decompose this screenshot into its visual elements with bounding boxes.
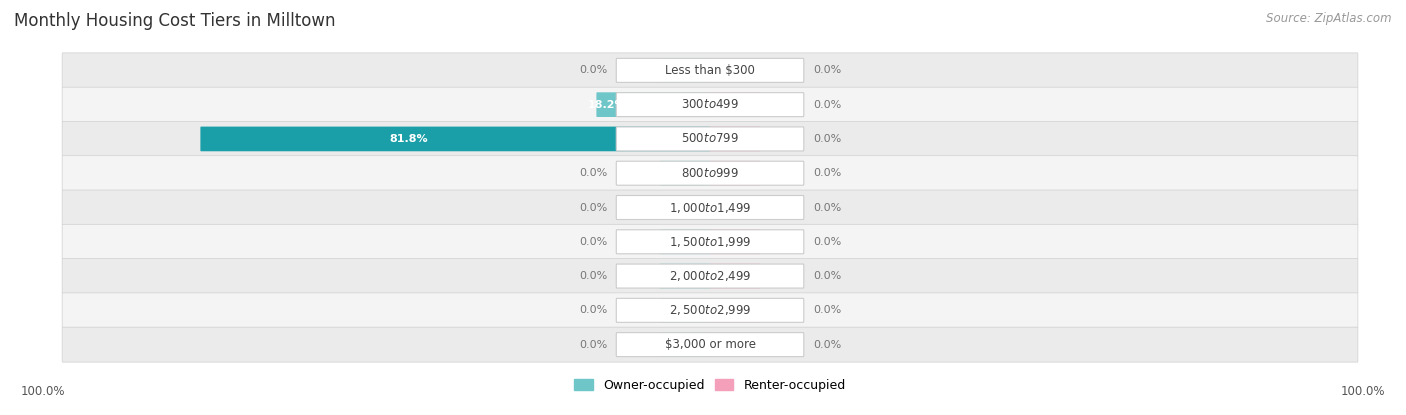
Text: 0.0%: 0.0% bbox=[813, 203, 841, 212]
Text: 0.0%: 0.0% bbox=[813, 134, 841, 144]
FancyBboxPatch shape bbox=[616, 59, 804, 82]
Text: $300 to $499: $300 to $499 bbox=[681, 98, 740, 111]
FancyBboxPatch shape bbox=[710, 229, 761, 254]
Text: 0.0%: 0.0% bbox=[813, 339, 841, 349]
Text: 0.0%: 0.0% bbox=[813, 271, 841, 281]
Text: $3,000 or more: $3,000 or more bbox=[665, 338, 755, 351]
FancyBboxPatch shape bbox=[659, 298, 710, 323]
FancyBboxPatch shape bbox=[616, 93, 804, 117]
Text: 0.0%: 0.0% bbox=[579, 305, 607, 315]
Text: 0.0%: 0.0% bbox=[813, 237, 841, 247]
Text: 0.0%: 0.0% bbox=[579, 66, 607, 76]
Text: $2,000 to $2,499: $2,000 to $2,499 bbox=[669, 269, 751, 283]
FancyBboxPatch shape bbox=[710, 92, 761, 117]
Text: 100.0%: 100.0% bbox=[21, 386, 66, 398]
FancyBboxPatch shape bbox=[616, 127, 804, 151]
Text: 0.0%: 0.0% bbox=[579, 271, 607, 281]
Text: $500 to $799: $500 to $799 bbox=[681, 132, 740, 145]
FancyBboxPatch shape bbox=[616, 333, 804, 356]
Text: Monthly Housing Cost Tiers in Milltown: Monthly Housing Cost Tiers in Milltown bbox=[14, 12, 336, 30]
Text: 0.0%: 0.0% bbox=[813, 168, 841, 178]
Text: 18.2%: 18.2% bbox=[588, 100, 626, 110]
Text: $2,500 to $2,999: $2,500 to $2,999 bbox=[669, 303, 751, 317]
FancyBboxPatch shape bbox=[62, 53, 1358, 88]
FancyBboxPatch shape bbox=[596, 92, 710, 117]
FancyBboxPatch shape bbox=[710, 264, 761, 288]
Text: $1,000 to $1,499: $1,000 to $1,499 bbox=[669, 200, 751, 215]
Text: Source: ZipAtlas.com: Source: ZipAtlas.com bbox=[1267, 12, 1392, 25]
FancyBboxPatch shape bbox=[62, 259, 1358, 293]
FancyBboxPatch shape bbox=[201, 127, 710, 151]
Text: 0.0%: 0.0% bbox=[813, 66, 841, 76]
Legend: Owner-occupied, Renter-occupied: Owner-occupied, Renter-occupied bbox=[569, 374, 851, 397]
FancyBboxPatch shape bbox=[659, 195, 710, 220]
FancyBboxPatch shape bbox=[710, 195, 761, 220]
Text: Less than $300: Less than $300 bbox=[665, 64, 755, 77]
FancyBboxPatch shape bbox=[710, 298, 761, 323]
FancyBboxPatch shape bbox=[659, 332, 710, 357]
FancyBboxPatch shape bbox=[62, 327, 1358, 362]
FancyBboxPatch shape bbox=[659, 264, 710, 288]
FancyBboxPatch shape bbox=[62, 87, 1358, 122]
FancyBboxPatch shape bbox=[62, 122, 1358, 156]
Text: 0.0%: 0.0% bbox=[813, 305, 841, 315]
Text: 81.8%: 81.8% bbox=[389, 134, 427, 144]
FancyBboxPatch shape bbox=[62, 190, 1358, 225]
Text: 0.0%: 0.0% bbox=[579, 237, 607, 247]
FancyBboxPatch shape bbox=[616, 161, 804, 185]
FancyBboxPatch shape bbox=[62, 156, 1358, 191]
Text: 0.0%: 0.0% bbox=[579, 339, 607, 349]
FancyBboxPatch shape bbox=[616, 264, 804, 288]
FancyBboxPatch shape bbox=[710, 58, 761, 83]
FancyBboxPatch shape bbox=[62, 293, 1358, 328]
Text: $1,500 to $1,999: $1,500 to $1,999 bbox=[669, 235, 751, 249]
FancyBboxPatch shape bbox=[616, 230, 804, 254]
FancyBboxPatch shape bbox=[710, 127, 761, 151]
Text: 0.0%: 0.0% bbox=[813, 100, 841, 110]
Text: 0.0%: 0.0% bbox=[579, 168, 607, 178]
FancyBboxPatch shape bbox=[710, 161, 761, 186]
Text: 100.0%: 100.0% bbox=[1340, 386, 1385, 398]
FancyBboxPatch shape bbox=[659, 161, 710, 186]
Text: $800 to $999: $800 to $999 bbox=[681, 167, 740, 180]
FancyBboxPatch shape bbox=[710, 332, 761, 357]
FancyBboxPatch shape bbox=[659, 58, 710, 83]
FancyBboxPatch shape bbox=[62, 224, 1358, 259]
FancyBboxPatch shape bbox=[616, 195, 804, 220]
FancyBboxPatch shape bbox=[616, 298, 804, 322]
Text: 0.0%: 0.0% bbox=[579, 203, 607, 212]
FancyBboxPatch shape bbox=[659, 229, 710, 254]
